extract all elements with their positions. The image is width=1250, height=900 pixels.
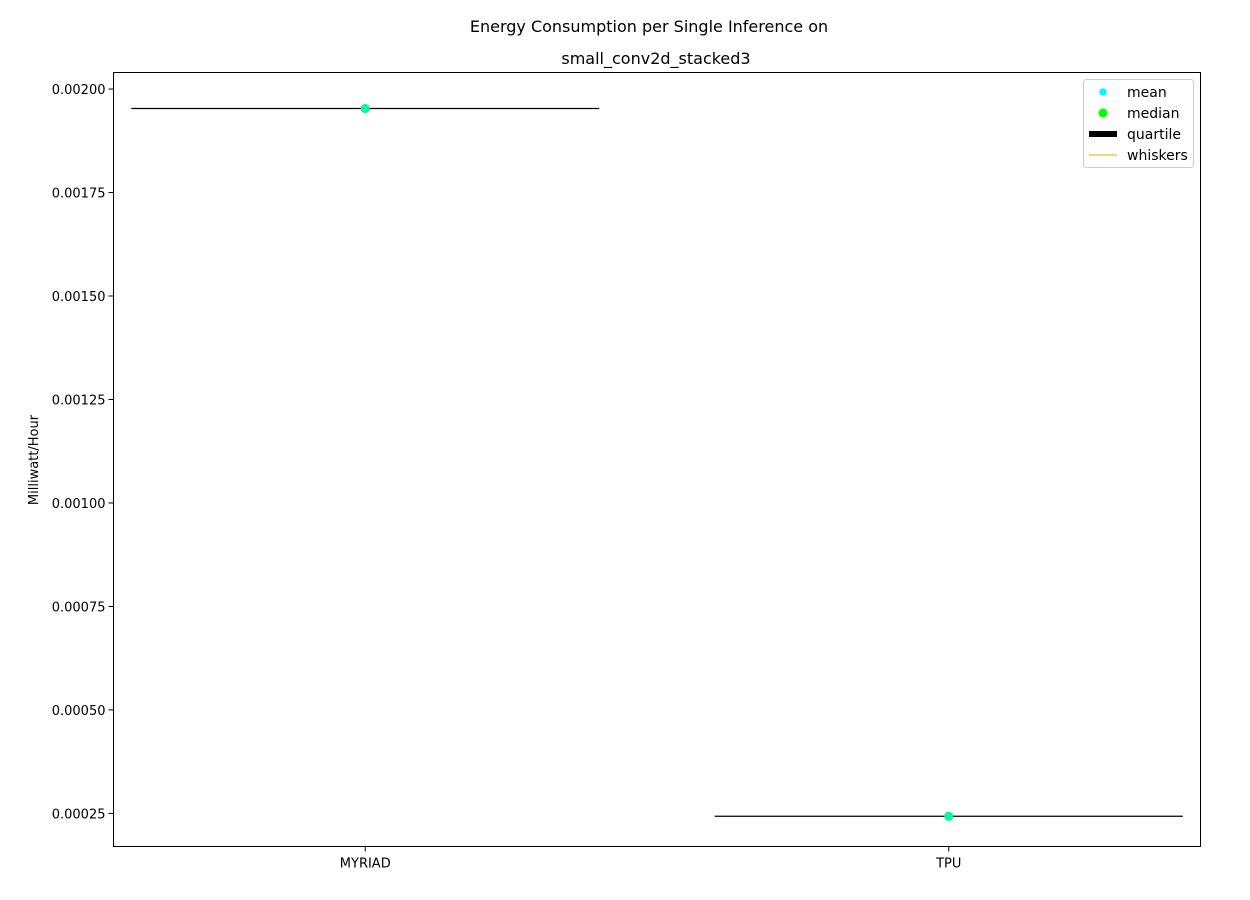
plot-area [113, 72, 1201, 847]
y-tick-label: 0.00200 [52, 83, 106, 98]
y-tick-label: 0.00100 [52, 497, 106, 512]
chart-title-line2: small_conv2d_stacked3 [561, 49, 750, 69]
legend-marker-mean [1099, 88, 1107, 96]
violin-marks [131, 104, 1183, 821]
legend-label-median: median [1127, 106, 1179, 122]
legend-label-whiskers: whiskers [1127, 148, 1188, 164]
y-axis: 0.00025 0.00050 0.00075 0.00100 0.00125 0.001… [52, 83, 114, 822]
legend: mean median quartile whiskers [1083, 79, 1194, 168]
y-tick-label: 0.00125 [52, 393, 106, 408]
y-tick-label: 0.00075 [52, 600, 106, 615]
legend-marker-median [1098, 108, 1108, 118]
chart-title-line1: Energy Consumption per Single Inference … [470, 17, 828, 36]
x-axis: MYRIAD TPU [340, 846, 961, 872]
x-tick-label: TPU [935, 857, 961, 872]
legend-frame [1083, 79, 1194, 168]
legend-label-quartile: quartile [1127, 127, 1181, 143]
y-tick-label: 0.00025 [52, 807, 106, 822]
mean-point-myriad [361, 104, 370, 113]
legend-label-mean: mean [1127, 85, 1167, 101]
x-tick-label: MYRIAD [340, 857, 391, 872]
y-tick-label: 0.00175 [52, 187, 106, 202]
mean-point-tpu [944, 812, 953, 821]
y-tick-label: 0.00150 [52, 290, 106, 305]
y-axis-label: Milliwatt/Hour [27, 414, 42, 505]
y-tick-label: 0.00050 [52, 704, 106, 719]
